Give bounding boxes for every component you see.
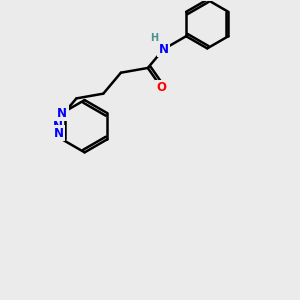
Text: N: N <box>158 43 169 56</box>
Text: N: N <box>53 120 63 133</box>
Text: H: H <box>151 33 159 43</box>
Text: N: N <box>54 127 64 140</box>
Text: O: O <box>157 81 167 94</box>
Text: N: N <box>57 106 67 120</box>
